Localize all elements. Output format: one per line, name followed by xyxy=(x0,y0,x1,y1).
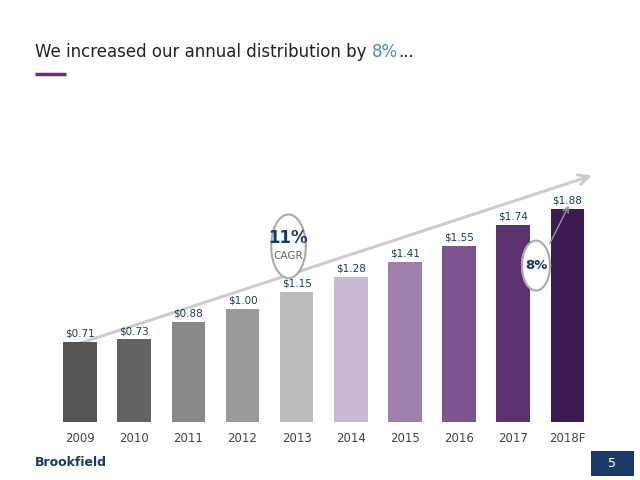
Text: 11%: 11% xyxy=(269,229,308,247)
Bar xyxy=(172,323,205,422)
Bar xyxy=(280,292,314,422)
Text: $1.74: $1.74 xyxy=(499,211,528,221)
Text: ...: ... xyxy=(398,43,414,61)
Text: 5: 5 xyxy=(609,457,616,470)
Polygon shape xyxy=(522,240,550,290)
Bar xyxy=(226,309,259,422)
Text: $0.71: $0.71 xyxy=(65,328,95,338)
Text: 8%: 8% xyxy=(525,259,547,272)
Text: CAGR: CAGR xyxy=(274,252,303,262)
Text: $1.28: $1.28 xyxy=(336,264,365,274)
Bar xyxy=(388,262,422,422)
Bar xyxy=(442,246,476,422)
Text: 8%: 8% xyxy=(372,43,398,61)
Text: $1.00: $1.00 xyxy=(228,295,257,305)
Bar xyxy=(497,225,530,422)
Text: Brookfield: Brookfield xyxy=(35,456,108,469)
Text: $0.88: $0.88 xyxy=(173,309,203,319)
Bar xyxy=(334,277,367,422)
Bar xyxy=(63,342,97,422)
Text: We increased our annual distribution by: We increased our annual distribution by xyxy=(35,43,372,61)
Bar xyxy=(550,209,584,422)
Bar xyxy=(117,339,151,422)
Polygon shape xyxy=(271,215,306,278)
Text: $1.15: $1.15 xyxy=(282,278,312,288)
Text: $1.88: $1.88 xyxy=(552,195,582,205)
Text: $0.73: $0.73 xyxy=(119,326,149,336)
Text: $1.41: $1.41 xyxy=(390,249,420,259)
Text: $1.55: $1.55 xyxy=(444,233,474,243)
